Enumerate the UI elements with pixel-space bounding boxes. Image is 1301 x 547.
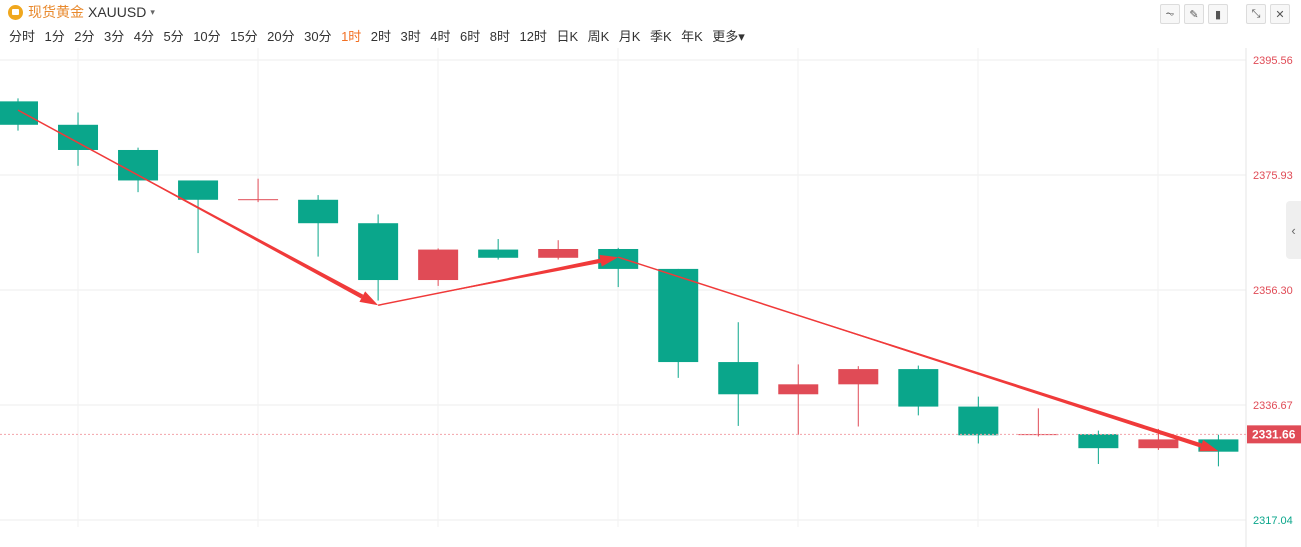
timeframe-5[interactable]: 5分	[163, 29, 184, 44]
trend-arrowhead-0	[359, 291, 379, 306]
candle-body-7[interactable]	[418, 249, 459, 281]
timeframe-9[interactable]: 30分	[304, 29, 332, 44]
trend-line-1[interactable]	[404, 258, 601, 300]
candle-body-13[interactable]	[778, 384, 819, 395]
trend-line-2[interactable]	[688, 279, 1202, 448]
candle-body-1[interactable]	[58, 124, 99, 150]
timeframe-16[interactable]: 12时	[519, 29, 547, 44]
close-icon[interactable]: ✕	[1270, 4, 1290, 24]
timeframe-1[interactable]: 1分	[44, 29, 65, 44]
candle-body-3[interactable]	[178, 180, 219, 200]
candle-body-17[interactable]	[1018, 434, 1059, 436]
timeframe-11[interactable]: 2时	[370, 29, 392, 44]
instrument-name[interactable]: 现货黄金	[28, 4, 84, 20]
collapse-icon[interactable]: ⤡	[1246, 4, 1266, 24]
chevron-left-icon[interactable]: ‹	[1291, 222, 1296, 238]
trend-arrowhead-2	[1199, 439, 1219, 452]
y-tick-label-2: 2356.30	[1253, 285, 1293, 297]
timeframe-3[interactable]: 3分	[103, 29, 125, 44]
timeframe-7[interactable]: 15分	[230, 29, 258, 44]
candle-body-8[interactable]	[478, 249, 519, 258]
timeframe-6[interactable]: 10分	[193, 29, 221, 44]
timeframe-22[interactable]: 更多▾	[712, 29, 745, 44]
candle-body-18[interactable]	[1078, 434, 1119, 449]
y-tick-label-1: 2375.93	[1253, 170, 1293, 182]
last-price-tag	[1247, 425, 1301, 444]
candle-body-6[interactable]	[358, 223, 399, 281]
trend-arrowhead-1	[599, 254, 619, 267]
timeframe-8[interactable]: 20分	[267, 29, 295, 44]
candle-body-9[interactable]	[538, 248, 579, 258]
timeframe-bar: 分时 1分 2分 3分 4分 5分 10分 15分 20分 30分 1时 2时 3时 4时 6时 8时 12时日…	[9, 26, 754, 45]
timeframe-0[interactable]: 分时	[9, 29, 36, 44]
chart-header: 现货黄金 XAUUSD ▾ 分时 1分 2分 3分 4分 5分 10分 15分 20分 30分 1时…	[0, 0, 1301, 48]
gold-coin-icon	[8, 4, 23, 20]
timeframe-17[interactable]: 日K	[556, 29, 579, 44]
candle-body-5[interactable]	[298, 199, 339, 224]
side-panel-toggle[interactable]: ‹	[1286, 201, 1301, 259]
chevron-down-icon[interactable]: ▾	[150, 6, 155, 17]
timeframe-12[interactable]: 3时	[400, 29, 421, 44]
candle-body-19[interactable]	[1138, 439, 1179, 449]
candle-body-11[interactable]	[658, 268, 699, 363]
candle-body-0[interactable]	[0, 101, 38, 125]
y-tick-label-0: 2395.56	[1253, 55, 1293, 67]
timeframe-15[interactable]: 8时	[489, 29, 510, 44]
timeframe-10[interactable]: 1时	[341, 29, 362, 44]
candle-body-15[interactable]	[898, 369, 939, 407]
y-tick-label-4: 2317.04	[1253, 515, 1293, 527]
timeframe-14[interactable]: 6时	[460, 29, 481, 44]
timeframe-13[interactable]: 4时	[430, 29, 451, 44]
candle-type-icon[interactable]: ▮	[1208, 4, 1228, 24]
timeframe-20[interactable]: 季K	[649, 29, 672, 44]
candle-body-10[interactable]	[598, 248, 639, 269]
instrument-selector[interactable]: 现货黄金 XAUUSD ▾	[8, 2, 155, 22]
last-price-label: 2331.66	[1252, 427, 1296, 441]
timeframe-18[interactable]: 周K	[587, 29, 610, 44]
trend-line-0[interactable]	[59, 132, 364, 299]
candle-body-4[interactable]	[238, 199, 279, 201]
timeframe-21[interactable]: 年K	[681, 29, 703, 44]
y-tick-label-3: 2336.67	[1253, 400, 1293, 412]
toolbar: ⏦ ✎ ▮ ⤡ ✕	[1156, 4, 1290, 24]
timeframe-2[interactable]: 2分	[74, 29, 95, 44]
draw-pencil-icon[interactable]: ✎	[1184, 4, 1204, 24]
timeframe-19[interactable]: 月K	[618, 29, 641, 44]
candle-body-16[interactable]	[958, 406, 999, 436]
candle-body-12[interactable]	[718, 362, 759, 395]
timeframe-4[interactable]: 4分	[133, 29, 154, 44]
line-chart-icon[interactable]: ⏦	[1160, 4, 1180, 24]
instrument-code[interactable]: XAUUSD	[88, 4, 147, 20]
candle-body-14[interactable]	[838, 369, 879, 385]
